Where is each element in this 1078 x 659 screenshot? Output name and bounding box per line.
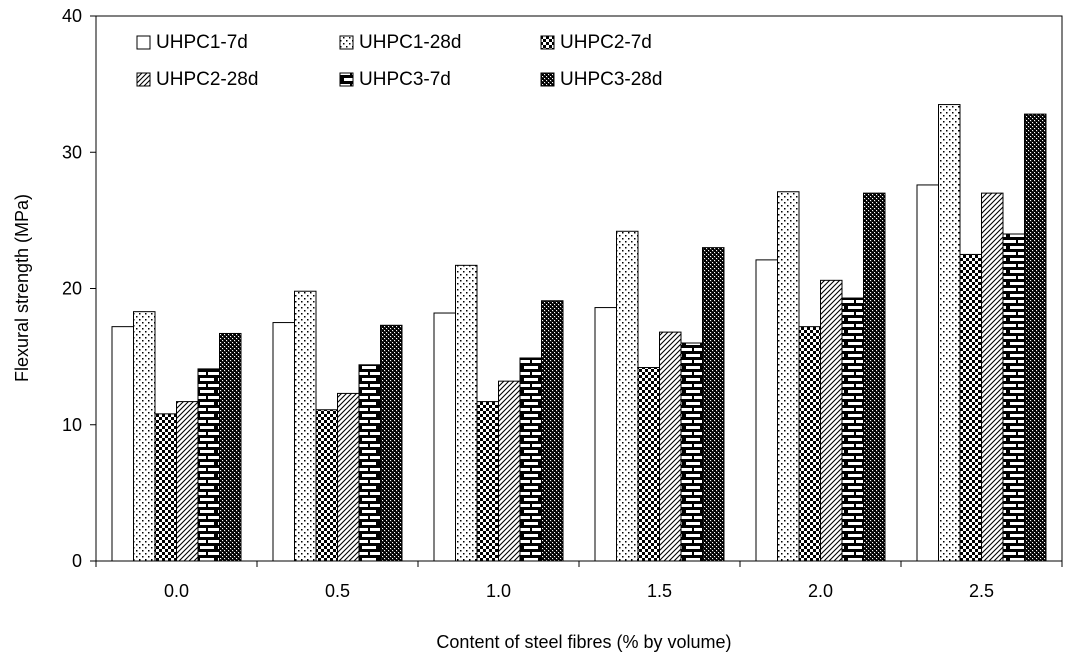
bar-UHPC3-28d-1.0 (541, 300, 564, 562)
y-tick-label: 30 (62, 142, 82, 162)
bar-UHPC3-28d-0.5 (380, 324, 403, 562)
bar-UHPC2-7d-0.5 (315, 409, 338, 562)
x-tick-label: 2.5 (969, 581, 994, 601)
bar-UHPC3-7d-0.0 (197, 368, 220, 562)
bar-UHPC2-28d-2.0 (820, 279, 843, 562)
legend-swatch (339, 72, 354, 87)
bar-UHPC1-7d-1.5 (594, 307, 617, 562)
bars-layer (111, 104, 1047, 562)
bar-UHPC3-7d-1.0 (519, 357, 542, 562)
axes-layer: 0.0 0.5 1.0 1.5 2.0 2.5 0 10 20 30 40 (62, 6, 1063, 601)
bar-UHPC2-7d-2.0 (798, 326, 821, 562)
bar-UHPC2-28d-0.0 (176, 401, 199, 562)
bar-UHPC3-28d-2.5 (1024, 113, 1047, 562)
y-tick-label: 40 (62, 6, 82, 26)
x-tick-label: 2.0 (808, 581, 833, 601)
bar-UHPC2-28d-1.5 (659, 331, 682, 562)
legend: UHPC1-7d UHPC1-28d UHPC2-7d UHPC2-28d UHPC3-… (136, 32, 662, 90)
bar-UHPC2-7d-1.5 (637, 367, 660, 562)
y-axis-title: Flexural strength (MPa) (12, 194, 32, 382)
bar-UHPC1-28d-2.5 (938, 104, 961, 562)
bar-UHPC3-28d-1.5 (702, 247, 725, 562)
bar-UHPC3-7d-2.5 (1002, 233, 1025, 562)
legend-label: UHPC1-28d (359, 32, 461, 53)
bar-UHPC1-7d-0.5 (272, 322, 295, 562)
legend-label: UHPC2-28d (156, 69, 258, 90)
x-tick-label: 1.5 (647, 581, 672, 601)
x-axis-title: Content of steel fibres (% by volume) (436, 632, 731, 652)
y-tick-label: 0 (72, 551, 82, 571)
bar-UHPC2-28d-2.5 (981, 192, 1004, 562)
legend-swatch (339, 35, 354, 50)
bar-UHPC3-28d-0.0 (219, 332, 242, 562)
legend-swatch (136, 72, 151, 87)
bar-UHPC3-7d-2.0 (841, 297, 864, 562)
bar-UHPC3-7d-0.5 (358, 364, 381, 562)
x-tick-label: 0.0 (164, 581, 189, 601)
legend-label: UHPC3-7d (359, 69, 451, 90)
bar-UHPC1-7d-0.0 (111, 326, 134, 562)
bar-UHPC2-7d-1.0 (476, 401, 499, 562)
x-tick-label: 1.0 (486, 581, 511, 601)
bar-UHPC1-28d-0.0 (133, 311, 156, 562)
y-tick-label: 20 (62, 279, 82, 299)
x-tick-label: 0.5 (325, 581, 350, 601)
legend-label: UHPC1-7d (156, 32, 248, 53)
legend-swatch (540, 72, 555, 87)
bar-UHPC1-7d-2.0 (755, 259, 778, 562)
bar-UHPC1-7d-2.5 (916, 184, 939, 562)
legend-swatch (136, 35, 151, 50)
legend-label: UHPC3-28d (560, 69, 662, 90)
bar-UHPC1-7d-1.0 (433, 312, 456, 562)
bar-UHPC1-28d-1.5 (616, 230, 639, 562)
bar-UHPC2-7d-2.5 (959, 253, 982, 562)
bar-UHPC2-28d-1.0 (498, 380, 521, 562)
y-tick-label: 10 (62, 415, 82, 435)
bar-UHPC1-28d-0.5 (294, 290, 317, 562)
bar-UHPC2-28d-0.5 (337, 392, 360, 562)
bar-UHPC1-28d-2.0 (777, 191, 800, 562)
bar-UHPC1-28d-1.0 (455, 264, 478, 562)
bar-UHPC3-28d-2.0 (863, 192, 886, 562)
bar-UHPC3-7d-1.5 (680, 342, 703, 562)
legend-swatch (540, 35, 555, 50)
bar-UHPC2-7d-0.0 (154, 413, 177, 562)
legend-label: UHPC2-7d (560, 32, 652, 53)
